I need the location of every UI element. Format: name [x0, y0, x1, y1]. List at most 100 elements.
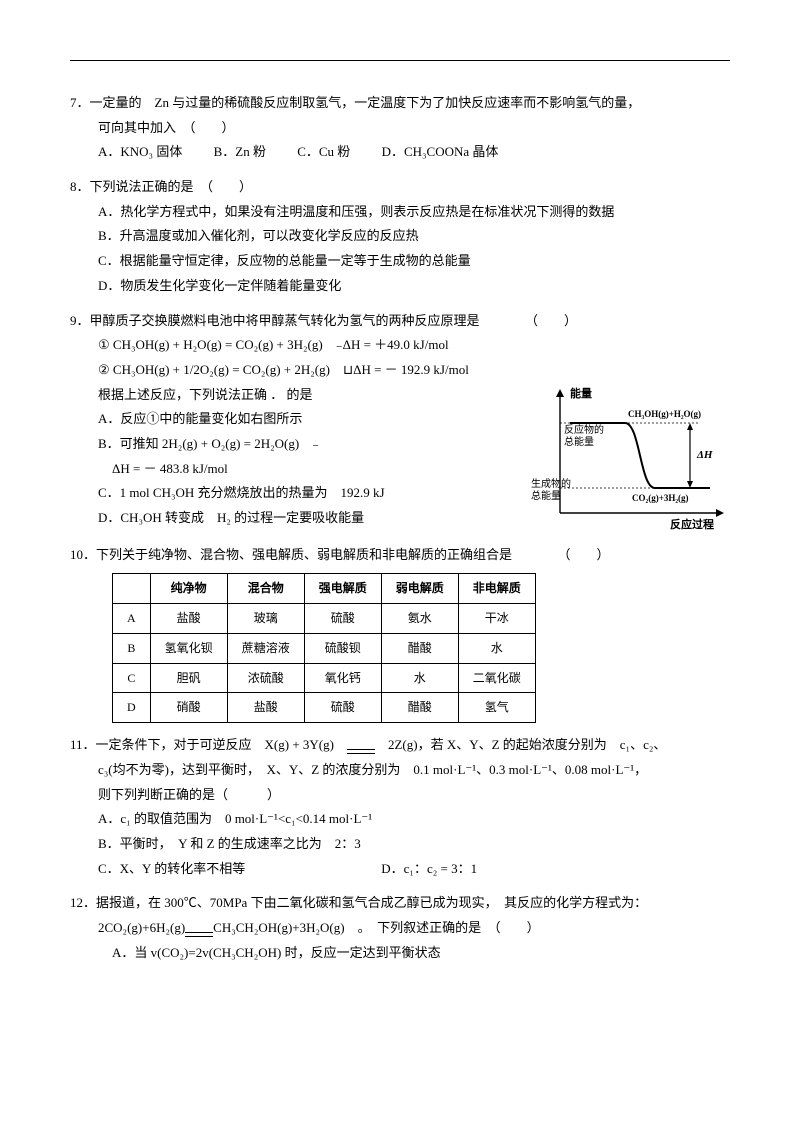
q9-opt-b: B．可推知 2H₂(g) + O₂(g) = 2H₂O(g) ₋ [70, 432, 524, 457]
q9-opt-a: A．反应①中的能量变化如右图所示 [70, 407, 524, 432]
diagram-left-top: 反应物的 [564, 423, 604, 436]
q12-stem-1: 12．据报道，在 300℃、70MPa 下由二氧化碳和氢气合成乙醇已成为现实， … [70, 891, 730, 916]
table-row: A盐酸玻璃硫酸氨水干冰 [113, 604, 536, 634]
q12-text-2a: 2CO₂(g)+6H₂(g) [98, 920, 185, 935]
question-12: 12．据报道，在 300℃、70MPa 下由二氧化碳和氢气合成乙醇已成为现实， … [70, 891, 730, 965]
question-7: 7．一定量的 Zn 与过量的稀硫酸反应制取氢气，一定温度下为了加快反应速率而不影… [70, 91, 730, 165]
q7-opt-a: A．KNO₃ 固体 [98, 140, 182, 165]
q7-num: 7． [70, 95, 90, 110]
diagram-x-label: 反应过程 [670, 517, 714, 531]
q7-opt-b: B．Zn 粉 [214, 140, 266, 165]
cell: 氢气 [458, 693, 535, 723]
q11-num: 11． [70, 737, 96, 752]
q9-opt-d: D．CH₃OH 转变成 H₂ 的过程一定要吸收能量 [70, 506, 524, 531]
q7-opt-d: D．CH₃COONa 晶体 [382, 140, 499, 165]
q8-opt-c: C．根据能量守恒定律，反应物的总能量一定等于生成物的总能量 [70, 249, 730, 274]
question-11: 11．一定条件下，对于可逆反应 X(g) + 3Y(g) 2Z(g)，若 X、Y… [70, 733, 730, 881]
q9-opt-c: C．1 mol CH₃OH 充分燃烧放出的热量为 192.9 kJ [70, 481, 524, 506]
cell: 水 [381, 663, 458, 693]
top-rule [70, 60, 730, 61]
q9-opt-b2: ΔH = － 483.8 kJ/mol [70, 457, 524, 482]
q12-text-1: 据报道，在 300℃、70MPa 下由二氧化碳和氢气合成乙醇已成为现实， 其反应… [96, 895, 647, 910]
diagram-dh: ΔH [696, 449, 713, 461]
q10-text: 下列关于纯净物、混合物、强电解质、弱电解质和非电解质的正确组合是 （ ） [96, 547, 610, 562]
q11-opt-b: B．平衡时， Y 和 Z 的生成速率之比为 2：3 [70, 832, 730, 857]
question-9: 9．甲醇质子交换膜燃料电池中将甲醇蒸气转化为氢气的两种反应原理是 （ ） ① C… [70, 309, 730, 533]
cell: 硫酸钡 [304, 633, 381, 663]
diagram-y-label: 能量 [570, 386, 592, 400]
q10-h5: 非电解质 [458, 574, 535, 604]
q11-text-1b: 2Z(g)，若 X、Y、Z 的起始浓度分别为 c₁、c₂、 [375, 737, 666, 752]
cell: 硫酸 [304, 604, 381, 634]
q7-stem-2: 可向其中加入 （ ） [70, 116, 730, 141]
q8-opt-a: A．热化学方程式中，如果没有注明温度和压强，则表示反应热是在标准状况下测得的数据 [70, 200, 730, 225]
q12-text-2b: CH₃CH₂OH(g)+3H₂O(g) 。 下列叙述正确的是 （ ） [213, 920, 539, 935]
cell: 醋酸 [381, 633, 458, 663]
question-10: 10．下列关于纯净物、混合物、强电解质、弱电解质和非电解质的正确组合是 （ ） … [70, 543, 730, 724]
q9-eq-2: ② CH₃OH(g) + 1/2O₂(g) = CO₂(g) + 2H₂(g) … [70, 358, 730, 383]
q10-num: 10． [70, 547, 96, 562]
q11-opt-d: D．c₁：c₂ = 3：1 [381, 861, 477, 876]
diagram-left-bot2: 总能量 [531, 489, 561, 502]
q8-text: 下列说法正确的是 （ ） [90, 179, 253, 194]
q8-opt-b: B．升高温度或加入催化剂，可以改变化学反应的反应热 [70, 224, 730, 249]
diagram-top-eq: CH₃OH(g)+H₂O(g) [628, 409, 701, 419]
cell: A [113, 604, 151, 634]
cell: 玻璃 [227, 604, 304, 634]
q12-opt-a: A．当 v(CO₂)=2v(CH₃CH₂OH) 时，反应一定达到平衡状态 [70, 941, 730, 966]
q11-text-1a: 一定条件下，对于可逆反应 X(g) + 3Y(g) [96, 737, 347, 752]
q7-opt-c: C．Cu 粉 [297, 140, 350, 165]
q11-opt-cd: C．X、Y 的转化率不相等 D．c₁：c₂ = 3：1 [70, 857, 730, 882]
question-8: 8．下列说法正确的是 （ ） A．热化学方程式中，如果没有注明温度和压强，则表示… [70, 175, 730, 298]
q7-text-1: 一定量的 Zn 与过量的稀硫酸反应制取氢气，一定温度下为了加快反应速率而不影响氢… [90, 95, 641, 110]
q7-options: A．KNO₃ 固体 B．Zn 粉 C．Cu 粉 D．CH₃COONa 晶体 [70, 140, 730, 165]
cell: 氨水 [381, 604, 458, 634]
cell: 干冰 [458, 604, 535, 634]
q11-stem-1: 11．一定条件下，对于可逆反应 X(g) + 3Y(g) 2Z(g)，若 X、Y… [70, 733, 730, 758]
q10-h3: 强电解质 [304, 574, 381, 604]
cell: B [113, 633, 151, 663]
cell: 蔗糖溶液 [227, 633, 304, 663]
q8-stem: 8．下列说法正确的是 （ ） [70, 175, 730, 200]
q11-stem-2: c₃(均不为零)，达到平衡时， X、Y、Z 的浓度分别为 0.1 mol·L⁻¹… [70, 758, 730, 783]
q8-opt-d: D．物质发生化学变化一定伴随着能量变化 [70, 274, 730, 299]
q9-text: 甲醇质子交换膜燃料电池中将甲醇蒸气转化为氢气的两种反应原理是 （ ） [90, 313, 578, 328]
q10-stem: 10．下列关于纯净物、混合物、强电解质、弱电解质和非电解质的正确组合是 （ ） [70, 543, 730, 568]
table-row: C胆矾浓硫酸氧化钙水二氧化碳 [113, 663, 536, 693]
energy-diagram: 能量 CH₃OH(g)+H₂O(g) 反应物的 总能量 ΔH 生成物的 总能量 … [530, 383, 730, 533]
diagram-left-top2: 总能量 [564, 435, 594, 448]
cell: 水 [458, 633, 535, 663]
cell: 盐酸 [227, 693, 304, 723]
cell: 氧化钙 [304, 663, 381, 693]
q10-h0 [113, 574, 151, 604]
q11-stem-3: 则下列判断正确的是（ ） [70, 783, 730, 808]
cell: 氢氧化钡 [150, 633, 227, 663]
q11-opt-c: C．X、Y 的转化率不相等 [98, 857, 378, 882]
q10-h1: 纯净物 [150, 574, 227, 604]
q12-stem-2: 2CO₂(g)+6H₂(g) CH₃CH₂OH(g)+3H₂O(g) 。 下列叙述… [70, 916, 730, 941]
cell: C [113, 663, 151, 693]
q9-stem: 9．甲醇质子交换膜燃料电池中将甲醇蒸气转化为氢气的两种反应原理是 （ ） [70, 309, 730, 334]
cell: 醋酸 [381, 693, 458, 723]
q7-stem-1: 7．一定量的 Zn 与过量的稀硫酸反应制取氢气，一定温度下为了加快反应速率而不影… [70, 91, 730, 116]
cell: 胆矾 [150, 663, 227, 693]
q10-table: 纯净物 混合物 强电解质 弱电解质 非电解质 A盐酸玻璃硫酸氨水干冰 B氢氧化钡… [112, 573, 536, 723]
table-row: D硝酸盐酸硫酸醋酸氢气 [113, 693, 536, 723]
q10-h4: 弱电解质 [381, 574, 458, 604]
q9-l3: 根据上述反应，下列说法正确 ． 的是 [70, 383, 524, 408]
q9-num: 9． [70, 313, 90, 328]
q12-num: 12． [70, 895, 96, 910]
cell: 硫酸 [304, 693, 381, 723]
q10-h2: 混合物 [227, 574, 304, 604]
q9-eq-1: ① CH₃OH(g) + H₂O(g) = CO₂(g) + 3H₂(g) ₋Δ… [70, 333, 730, 358]
cell: 盐酸 [150, 604, 227, 634]
diagram-bot-eq: CO₂(g)+3H₂(g) [632, 493, 689, 503]
q10-header-row: 纯净物 混合物 强电解质 弱电解质 非电解质 [113, 574, 536, 604]
table-row: B氢氧化钡蔗糖溶液硫酸钡醋酸水 [113, 633, 536, 663]
cell: D [113, 693, 151, 723]
q8-num: 8． [70, 179, 90, 194]
q11-opt-a: A．c₁ 的取值范围为 0 mol·L⁻¹<c₁<0.14 mol·L⁻¹ [70, 807, 730, 832]
cell: 硝酸 [150, 693, 227, 723]
diagram-left-bot: 生成物的 [531, 477, 571, 490]
cell: 二氧化碳 [458, 663, 535, 693]
